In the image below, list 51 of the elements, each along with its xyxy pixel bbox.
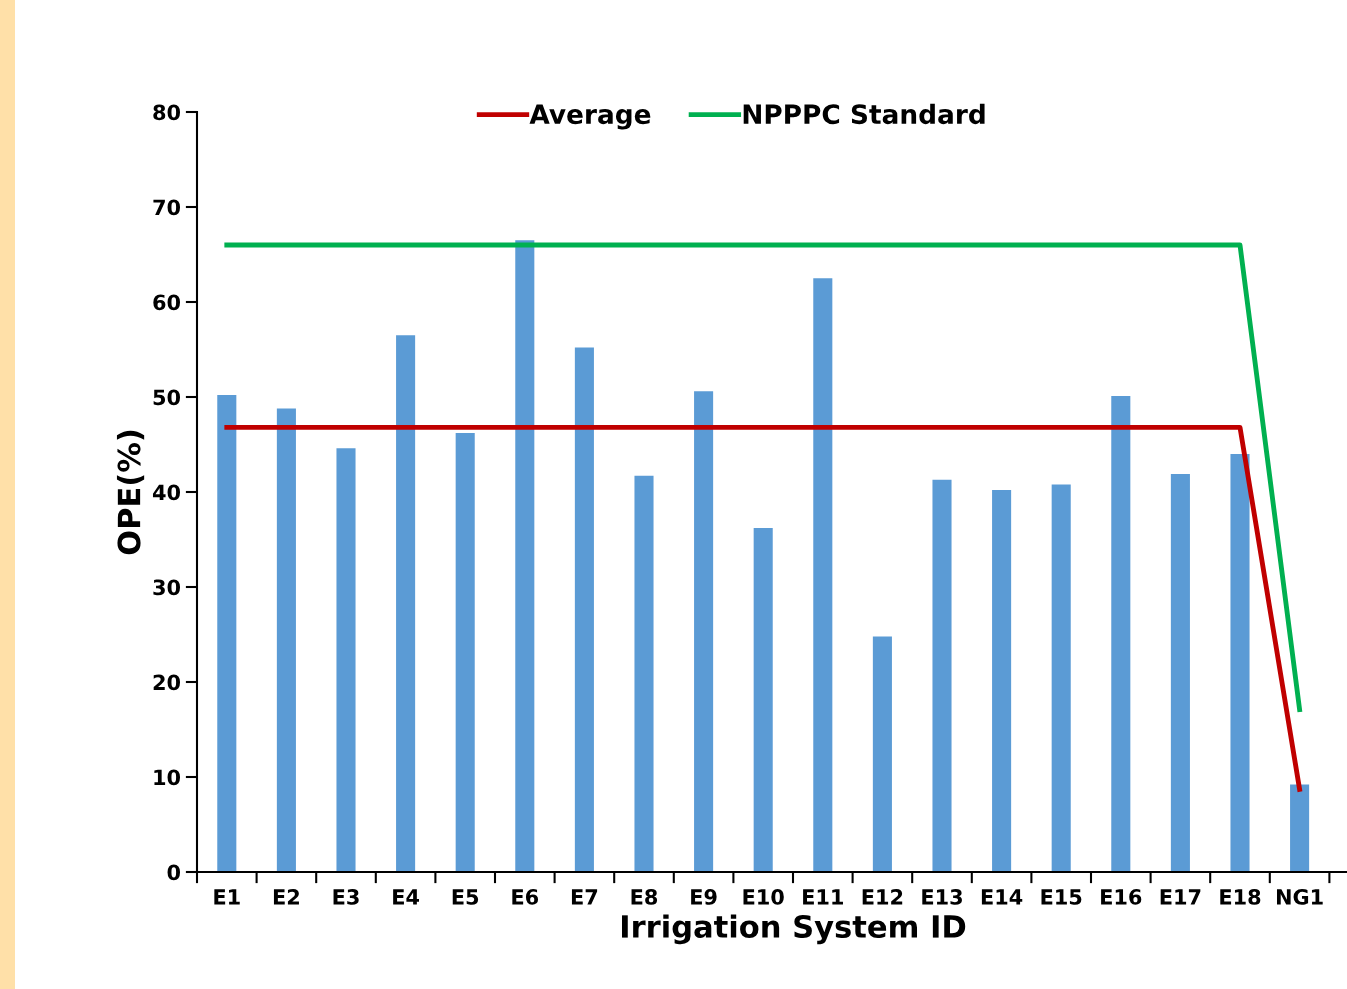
bar [574,347,594,872]
legend-label: NPPPC Standard [743,103,985,125]
x-tick-label: E7 [571,889,598,905]
legend-label: Average [529,104,651,130]
y-axis-title: OPE(%) [116,430,145,555]
x-tick-label: E14 [981,889,1023,905]
bar [1111,396,1131,872]
bar [1290,784,1310,872]
y-tick-label: 50 [153,389,181,406]
bar [634,475,654,872]
x-tick-label: E11 [803,889,843,905]
x-tick-label: E15 [1041,889,1082,905]
bar [694,391,714,872]
y-tick-label: 40 [152,484,181,501]
y-tick-label: 70 [153,199,181,216]
y-tick-label: 0 [167,864,181,881]
y-tick-label: 80 [153,104,181,121]
y-tick-label: 10 [154,769,181,786]
x-tick-label: E8 [631,889,658,905]
x-tick-label: E3 [333,889,359,905]
bar [1051,484,1071,872]
bar [932,479,952,872]
x-axis-title: Irrigation System ID [622,914,966,945]
x-tick-label: E9 [691,889,717,905]
x-tick-label: E13 [922,889,962,905]
y-tick-label: 60 [153,294,181,311]
x-tick-label: NG1 [1277,889,1323,905]
x-tick-label: E10 [743,889,784,905]
bar [992,490,1012,872]
x-tick-label: E18 [1220,889,1261,905]
x-tick-label: E6 [512,889,539,905]
x-tick-label: E2 [273,889,299,905]
bar [336,448,356,872]
x-tick-label: E16 [1101,889,1142,905]
bar [753,528,773,872]
y-tick-label: 30 [153,579,181,596]
x-tick-label: E5 [452,889,479,905]
bar [455,433,475,872]
bar [396,335,416,872]
bar [1170,473,1190,872]
y-tick-label: 20 [153,674,181,691]
bar [813,278,833,872]
bar [217,395,237,872]
x-tick-label: E17 [1160,889,1201,905]
x-tick-label: E1 [214,889,240,905]
x-tick-label: E12 [862,889,903,905]
x-tick-label: E4 [393,889,420,905]
bar [515,240,535,872]
bar [872,636,892,872]
bar [1230,454,1250,872]
bar [276,408,296,872]
